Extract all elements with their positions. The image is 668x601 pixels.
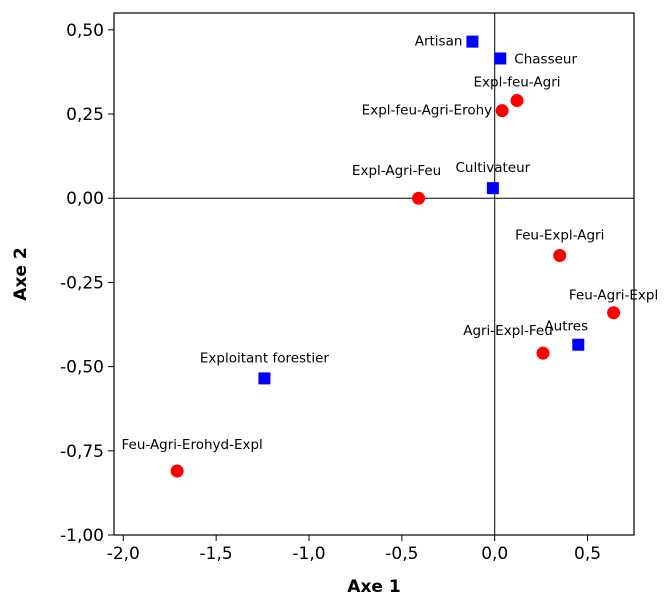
point-label-feu-expl-agri: Feu-Expl-Agri [515, 227, 604, 243]
circle-marker-expl-agri-feu [412, 191, 426, 205]
point-label-feu-agri-expl: Feu-Agri-Expl [569, 288, 658, 304]
square-marker-exploitant-forestier [258, 372, 271, 385]
x-tick-label: -1,0 [292, 544, 325, 564]
point-label-expl-feu-agri: Expl-feu-Agri [473, 75, 560, 91]
y-tick-label: 0,00 [66, 189, 104, 209]
circle-marker-feu-agri-erohyd-expl [170, 464, 184, 478]
data-markers [170, 35, 621, 478]
point-label-agri-expl-feu: Agri-Expl-Feu [463, 323, 553, 339]
point-label-chasseur: Chasseur [514, 51, 577, 67]
y-axis-title: Axe 2 [11, 247, 31, 300]
y-tick-label: -0,75 [60, 442, 104, 462]
point-label-autres: Autres [544, 319, 588, 335]
reference-lines [114, 13, 634, 535]
point-label-exploitant-forestier: Exploitant forestier [200, 350, 330, 366]
point-label-expl-feu-agri-erohy: Expl-feu-Agri-Erohy [362, 103, 492, 119]
circle-marker-feu-expl-agri [553, 248, 567, 262]
square-marker-artisan [466, 35, 479, 48]
square-marker-chasseur [494, 52, 507, 65]
point-labels: Artisan Chasseur Cultivateur Autres Exploita… [121, 34, 658, 453]
circle-marker-feu-agri-expl [607, 306, 621, 320]
y-tick-label: 0,25 [66, 105, 104, 125]
circle-marker-expl-feu-agri-erohy [495, 104, 509, 118]
x-tick-label: -0,5 [385, 544, 418, 564]
y-tick-label: -1,00 [60, 526, 104, 546]
square-marker-autres [572, 338, 585, 351]
x-tick-label: 0,0 [481, 544, 508, 564]
circle-marker-expl-feu-agri [510, 94, 524, 108]
point-label-feu-agri-erohyd-expl: Feu-Agri-Erohyd-Expl [121, 437, 262, 453]
x-tick-label: -2,0 [107, 544, 140, 564]
x-tick-label: 0,5 [574, 544, 601, 564]
x-tick-label: -1,5 [200, 544, 233, 564]
y-tick-label: -0,50 [60, 358, 104, 378]
y-axis-ticks: 0,50 0,25 0,00 -0,25 -0,50 -0,75 -1,00 [60, 21, 114, 546]
point-label-expl-agri-feu: Expl-Agri-Feu [352, 163, 441, 179]
x-axis-ticks: -2,0 -1,5 -1,0 -0,5 0,0 0,5 [107, 535, 601, 564]
square-marker-cultivateur [486, 182, 499, 195]
circle-marker-agri-expl-feu [536, 346, 550, 360]
plot-frame [113, 12, 635, 536]
point-label-cultivateur: Cultivateur [455, 160, 530, 176]
y-tick-label: 0,50 [66, 21, 104, 41]
x-axis-title: Axe 1 [347, 577, 400, 597]
point-label-artisan: Artisan [415, 34, 463, 50]
y-tick-label: -0,25 [60, 273, 104, 293]
